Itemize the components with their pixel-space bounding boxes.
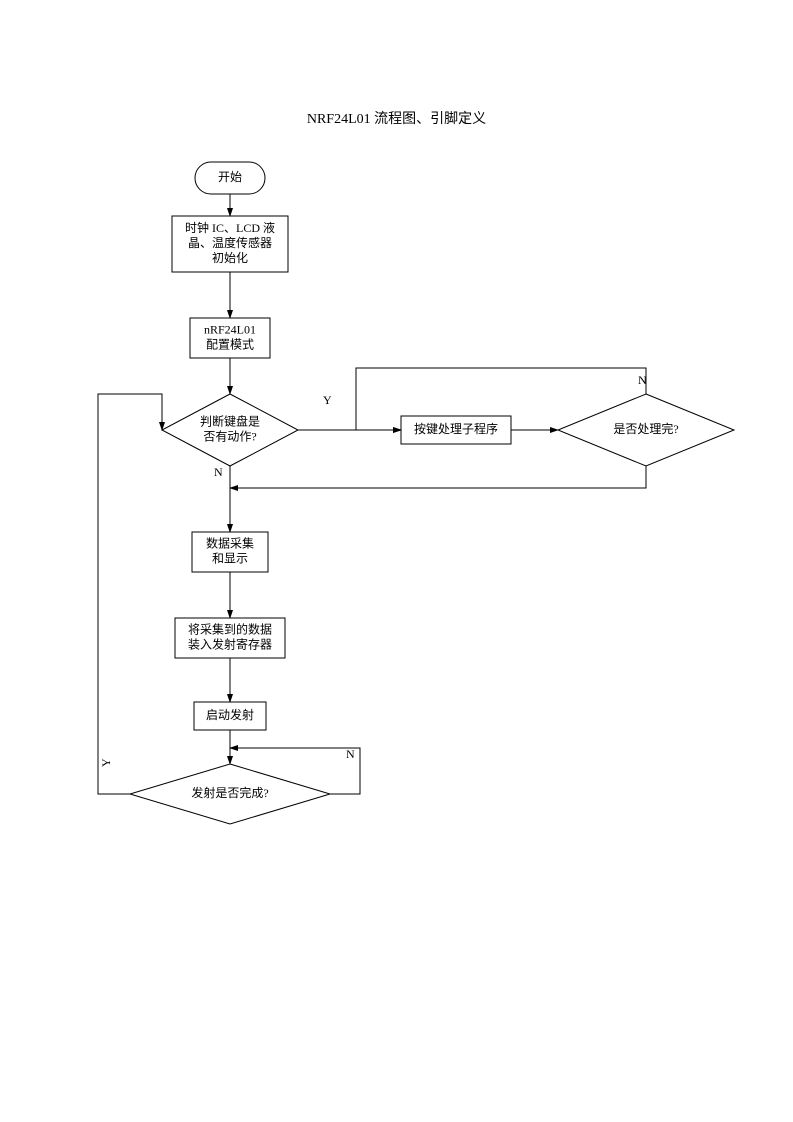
node-start: 开始	[195, 162, 265, 194]
node-label: 开始	[218, 170, 242, 184]
node-label: 发射是否完成?	[191, 785, 268, 800]
node-label: 数据采集	[206, 535, 254, 550]
node-label: 和显示	[212, 551, 248, 565]
edge-label: N	[638, 373, 647, 387]
edge-label: Y	[99, 758, 113, 767]
node-load: 将采集到的数据装入发射寄存器	[175, 618, 285, 658]
node-label: 判断键盘是	[200, 413, 260, 428]
edge-label: Y	[323, 393, 332, 407]
node-init: 时钟 IC、LCD 液晶、温度传感器初始化	[172, 216, 288, 272]
edge-label: N	[346, 747, 355, 761]
node-label: 按键处理子程序	[414, 421, 498, 436]
node-label: nRF24L01	[204, 322, 256, 336]
node-label: 装入发射寄存器	[188, 636, 272, 651]
node-label: 时钟 IC、LCD 液	[185, 220, 275, 235]
node-label: 初始化	[212, 251, 248, 265]
edge-label: N	[214, 465, 223, 479]
node-label: 配置模式	[206, 337, 254, 351]
edge-dec_tx-config	[98, 394, 162, 794]
node-label: 否有动作?	[203, 429, 256, 443]
node-dec_tx: 发射是否完成?	[130, 764, 330, 824]
node-config: nRF24L01配置模式	[190, 318, 270, 358]
edge-dec_done-merge1	[230, 466, 646, 488]
node-dec_kb: 判断键盘是否有动作?	[162, 394, 298, 466]
node-label: 将采集到的数据	[188, 621, 272, 636]
node-label: 启动发射	[206, 707, 254, 722]
node-keyproc: 按键处理子程序	[401, 416, 511, 444]
node-collect: 数据采集和显示	[192, 532, 268, 572]
node-dec_done: 是否处理完?	[558, 394, 734, 466]
node-label: 晶、温度传感器	[188, 235, 272, 250]
node-label: 是否处理完?	[613, 421, 678, 436]
flowchart-canvas: 开始时钟 IC、LCD 液晶、温度传感器初始化 nRF24L01配置模式判断键盘是…	[0, 0, 793, 1122]
node-fire: 启动发射	[194, 702, 266, 730]
